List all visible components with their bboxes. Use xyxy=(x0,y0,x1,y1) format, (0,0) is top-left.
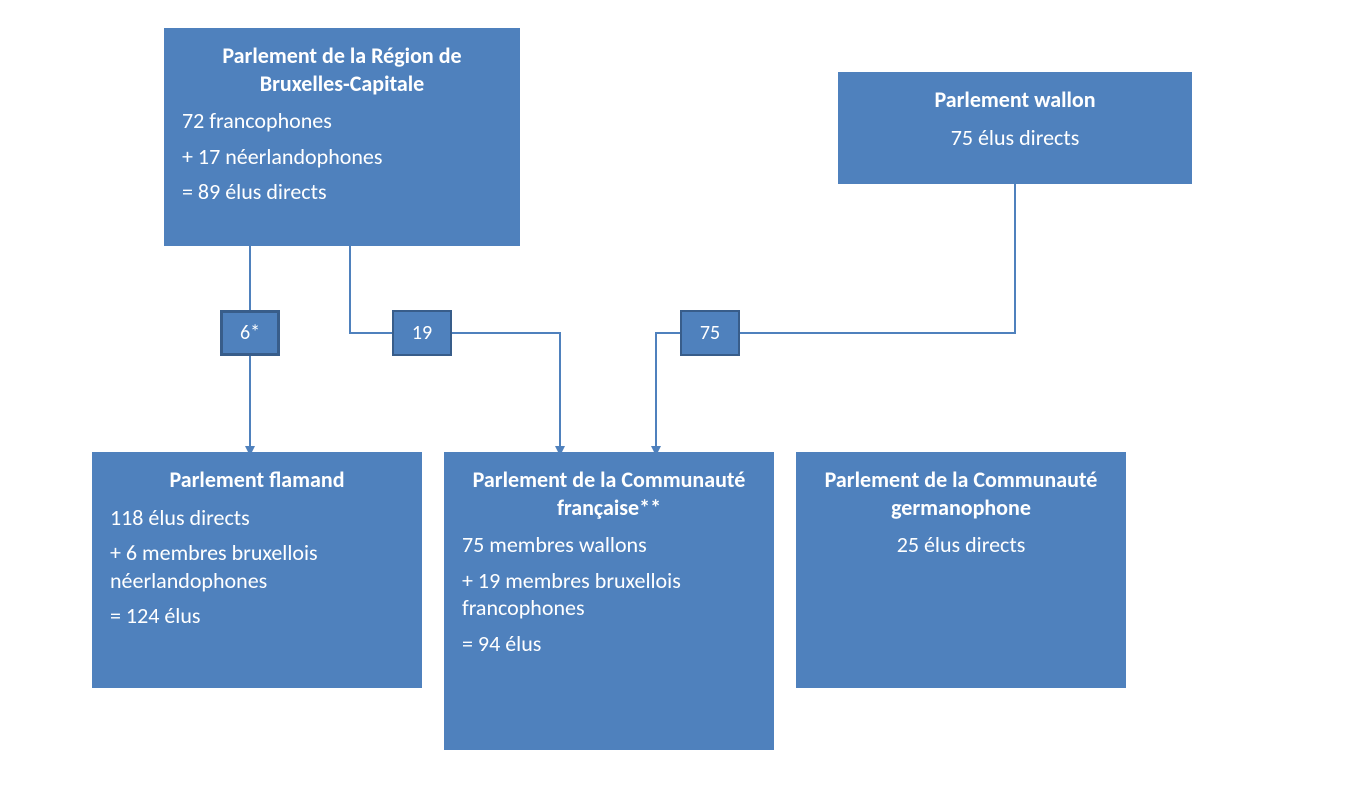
box-francaise-line1: 75 membres wallons xyxy=(462,531,756,559)
box-francaise-title: Parlement de la Communauté française** xyxy=(462,466,756,521)
edge-label-seventyfive: 75 xyxy=(680,310,740,356)
box-bruxelles-capitale: Parlement de la Région de Bruxelles-Capi… xyxy=(164,28,520,246)
box-flamand-line1: 118 élus directs xyxy=(110,504,404,532)
box-wallon-line1: 75 élus directs xyxy=(856,124,1174,152)
box-bruxelles-line2: + 17 néerlandophones xyxy=(182,143,502,171)
box-bruxelles-title: Parlement de la Région de Bruxelles-Capi… xyxy=(182,42,502,97)
box-flamand-line3: = 124 élus xyxy=(110,602,404,630)
box-communaute-francaise: Parlement de la Communauté française** 7… xyxy=(444,452,774,750)
edge-label-seventyfive-text: 75 xyxy=(700,321,720,345)
edge-label-nineteen-text: 19 xyxy=(412,321,432,345)
edge-label-six-text: 6* xyxy=(240,321,260,345)
box-wallon: Parlement wallon 75 élus directs xyxy=(838,72,1192,184)
box-flamand-line2: + 6 membres bruxellois néerlandophones xyxy=(110,539,404,594)
box-bruxelles-line1: 72 francophones xyxy=(182,107,502,135)
box-flamand-title: Parlement flamand xyxy=(110,466,404,494)
box-germanophone-title: Parlement de la Communauté germanophone xyxy=(814,466,1108,521)
edge-label-nineteen: 19 xyxy=(392,310,452,356)
box-flamand: Parlement flamand 118 élus directs + 6 m… xyxy=(92,452,422,688)
edge-label-six: 6* xyxy=(220,310,280,356)
box-communaute-germanophone: Parlement de la Communauté germanophone … xyxy=(796,452,1126,688)
box-wallon-title: Parlement wallon xyxy=(856,86,1174,114)
box-francaise-line2: + 19 membres bruxellois francophones xyxy=(462,567,756,622)
box-germanophone-line1: 25 élus directs xyxy=(814,531,1108,559)
box-bruxelles-line3: = 89 élus directs xyxy=(182,178,502,206)
box-francaise-line3: = 94 élus xyxy=(462,630,756,658)
